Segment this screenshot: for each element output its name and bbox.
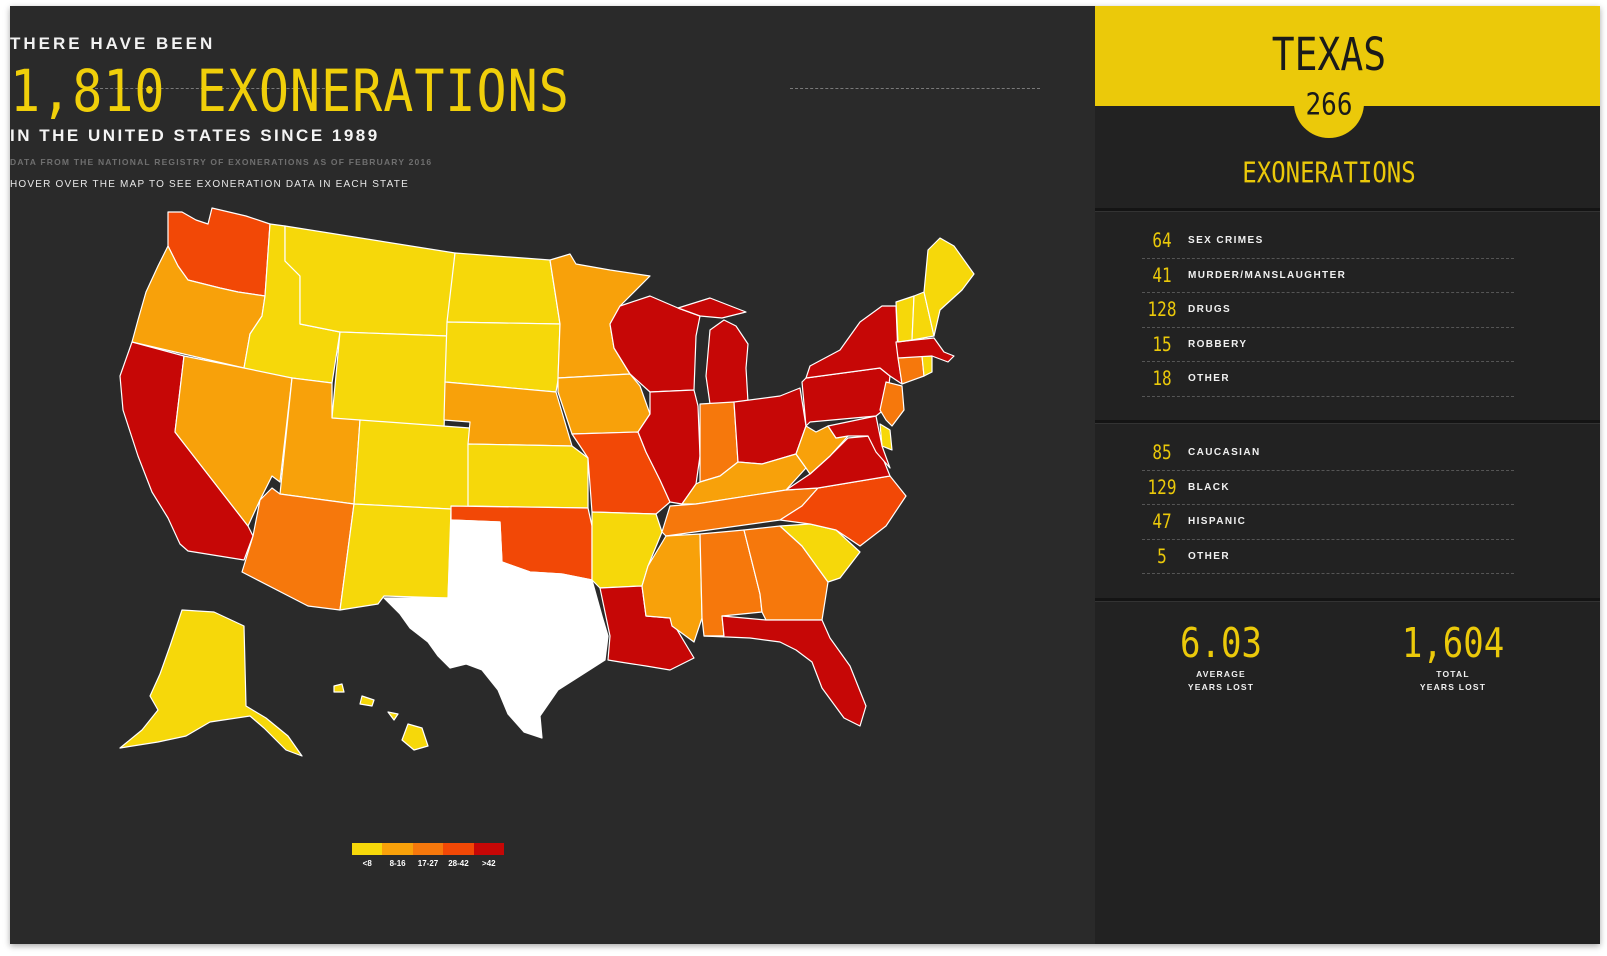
average-years-label: AVERAGE YEARS LOST bbox=[1141, 668, 1301, 694]
total-years-label-line1: TOTAL bbox=[1436, 669, 1470, 679]
state-ia[interactable] bbox=[557, 373, 651, 435]
legend-label: 8-16 bbox=[389, 859, 406, 868]
state-nd[interactable] bbox=[446, 252, 561, 325]
total-years-value: 1,604 bbox=[1401, 620, 1505, 668]
list-item: 41 MURDER/MANSLAUGHTER bbox=[1142, 259, 1514, 293]
race-list: 85 CAUCASIAN 129 BLACK 47 HISPANIC 5 OTH… bbox=[1142, 436, 1514, 574]
stat-value: 64 bbox=[1152, 229, 1172, 253]
crime-type-list: 64 SEX CRIMES 41 MURDER/MANSLAUGHTER 128… bbox=[1142, 224, 1514, 397]
total-years-label: TOTAL YEARS LOST bbox=[1373, 668, 1533, 694]
title-rule-right bbox=[790, 88, 1040, 89]
state-ma[interactable] bbox=[895, 337, 955, 363]
legend-swatches bbox=[352, 843, 505, 855]
legend-labels: <8 8-16 17-27 28-42 >42 bbox=[352, 859, 504, 868]
average-years-value: 6.03 bbox=[1180, 620, 1262, 668]
average-years-label-line1: AVERAGE bbox=[1196, 669, 1246, 679]
stat-value: 5 bbox=[1157, 544, 1167, 568]
list-item: 64 SEX CRIMES bbox=[1142, 224, 1514, 259]
list-item: 15 ROBBERY bbox=[1142, 328, 1514, 362]
stat-label: HISPANIC bbox=[1188, 516, 1247, 528]
state-wi[interactable] bbox=[609, 295, 701, 393]
map-legend: <8 8-16 17-27 28-42 >42 bbox=[352, 843, 505, 868]
sub-title: IN THE UNITED STATES SINCE 1989 bbox=[10, 126, 380, 145]
stat-label: ROBBERY bbox=[1188, 338, 1248, 350]
stat-label: DRUGS bbox=[1188, 304, 1232, 316]
us-states-map[interactable] bbox=[10, 6, 1120, 944]
list-item: 5 OTHER bbox=[1142, 540, 1514, 574]
count-bubble bbox=[1294, 66, 1364, 138]
average-years-label-line2: YEARS LOST bbox=[1187, 682, 1255, 692]
legend-swatch bbox=[382, 843, 413, 855]
legend-label: 17-27 bbox=[417, 859, 439, 868]
average-years-lost: 6.03 AVERAGE YEARS LOST bbox=[1141, 620, 1301, 694]
state-wy[interactable] bbox=[331, 331, 448, 431]
state-md[interactable] bbox=[827, 415, 891, 469]
stat-label: BLACK bbox=[1188, 481, 1230, 493]
state-ct[interactable] bbox=[897, 355, 925, 385]
stat-value: 128 bbox=[1147, 298, 1177, 322]
state-nj[interactable] bbox=[879, 381, 905, 427]
stat-label: OTHER bbox=[1188, 373, 1230, 385]
stat-value: 85 bbox=[1152, 441, 1172, 465]
state-me[interactable] bbox=[923, 237, 975, 337]
exonerations-label: EXONERATIONS bbox=[1242, 156, 1416, 190]
list-item: 18 OTHER bbox=[1142, 362, 1514, 397]
section-divider bbox=[1095, 598, 1600, 602]
list-item: 85 CAUCASIAN bbox=[1142, 436, 1514, 471]
state-tx[interactable] bbox=[383, 519, 609, 739]
stat-value: 41 bbox=[1152, 263, 1172, 287]
state-exoneration-count: 266 bbox=[1305, 88, 1353, 123]
state-ri[interactable] bbox=[921, 355, 933, 377]
state-mt[interactable] bbox=[284, 225, 456, 337]
legend-label: 28-42 bbox=[448, 859, 469, 868]
state-co[interactable] bbox=[353, 419, 471, 511]
stat-label: SEX CRIMES bbox=[1188, 235, 1264, 247]
state-il[interactable] bbox=[637, 389, 701, 505]
stat-label: MURDER/MANSLAUGHTER bbox=[1188, 269, 1347, 281]
state-nv[interactable] bbox=[174, 355, 293, 527]
legend-swatch bbox=[443, 843, 474, 855]
selected-state-name: TEXAS bbox=[1271, 28, 1387, 81]
legend-swatch bbox=[412, 843, 444, 855]
state-nm[interactable] bbox=[339, 503, 452, 611]
state-hi[interactable] bbox=[333, 683, 429, 751]
legend-label: <8 bbox=[362, 859, 372, 868]
legend-swatch bbox=[352, 843, 383, 855]
section-divider bbox=[1095, 420, 1600, 424]
stat-value: 129 bbox=[1147, 475, 1177, 499]
section-divider bbox=[1095, 208, 1600, 212]
state-fl[interactable] bbox=[703, 615, 867, 727]
list-item: 128 DRUGS bbox=[1142, 293, 1514, 328]
list-item: 129 BLACK bbox=[1142, 471, 1514, 505]
stat-label: OTHER bbox=[1188, 550, 1230, 562]
legend-swatch bbox=[473, 843, 505, 855]
stat-label: CAUCASIAN bbox=[1188, 447, 1261, 459]
state-sd[interactable] bbox=[444, 321, 561, 393]
state-mi[interactable] bbox=[677, 297, 749, 405]
list-item: 47 HISPANIC bbox=[1142, 505, 1514, 540]
data-source-note: DATA FROM THE NATIONAL REGISTRY OF EXONE… bbox=[10, 157, 433, 167]
state-detail-panel: TEXAS 266 EXONERATIONS 64 SEX CRIMES 41 … bbox=[1095, 6, 1600, 944]
legend-label: >42 bbox=[482, 859, 496, 868]
title-rule-left bbox=[90, 88, 340, 89]
total-years-lost: 1,604 TOTAL YEARS LOST bbox=[1373, 620, 1533, 694]
state-vt[interactable] bbox=[895, 295, 915, 343]
state-ak[interactable] bbox=[119, 609, 303, 757]
total-years-label-line2: YEARS LOST bbox=[1419, 682, 1487, 692]
hover-instruction: HOVER OVER THE MAP TO SEE EXONERATION DA… bbox=[10, 179, 409, 190]
main-title: 1,810 EXONERATIONS bbox=[10, 58, 570, 125]
stat-value: 15 bbox=[1152, 332, 1172, 356]
stat-value: 47 bbox=[1152, 510, 1172, 534]
state-az[interactable] bbox=[241, 487, 355, 611]
infographic-frame: THERE HAVE BEEN 1,810 EXONERATIONS IN TH… bbox=[10, 6, 1600, 944]
pre-title: THERE HAVE BEEN bbox=[10, 34, 216, 53]
stat-value: 18 bbox=[1152, 367, 1172, 391]
state-ks[interactable] bbox=[467, 443, 589, 509]
state-de[interactable] bbox=[879, 423, 893, 451]
